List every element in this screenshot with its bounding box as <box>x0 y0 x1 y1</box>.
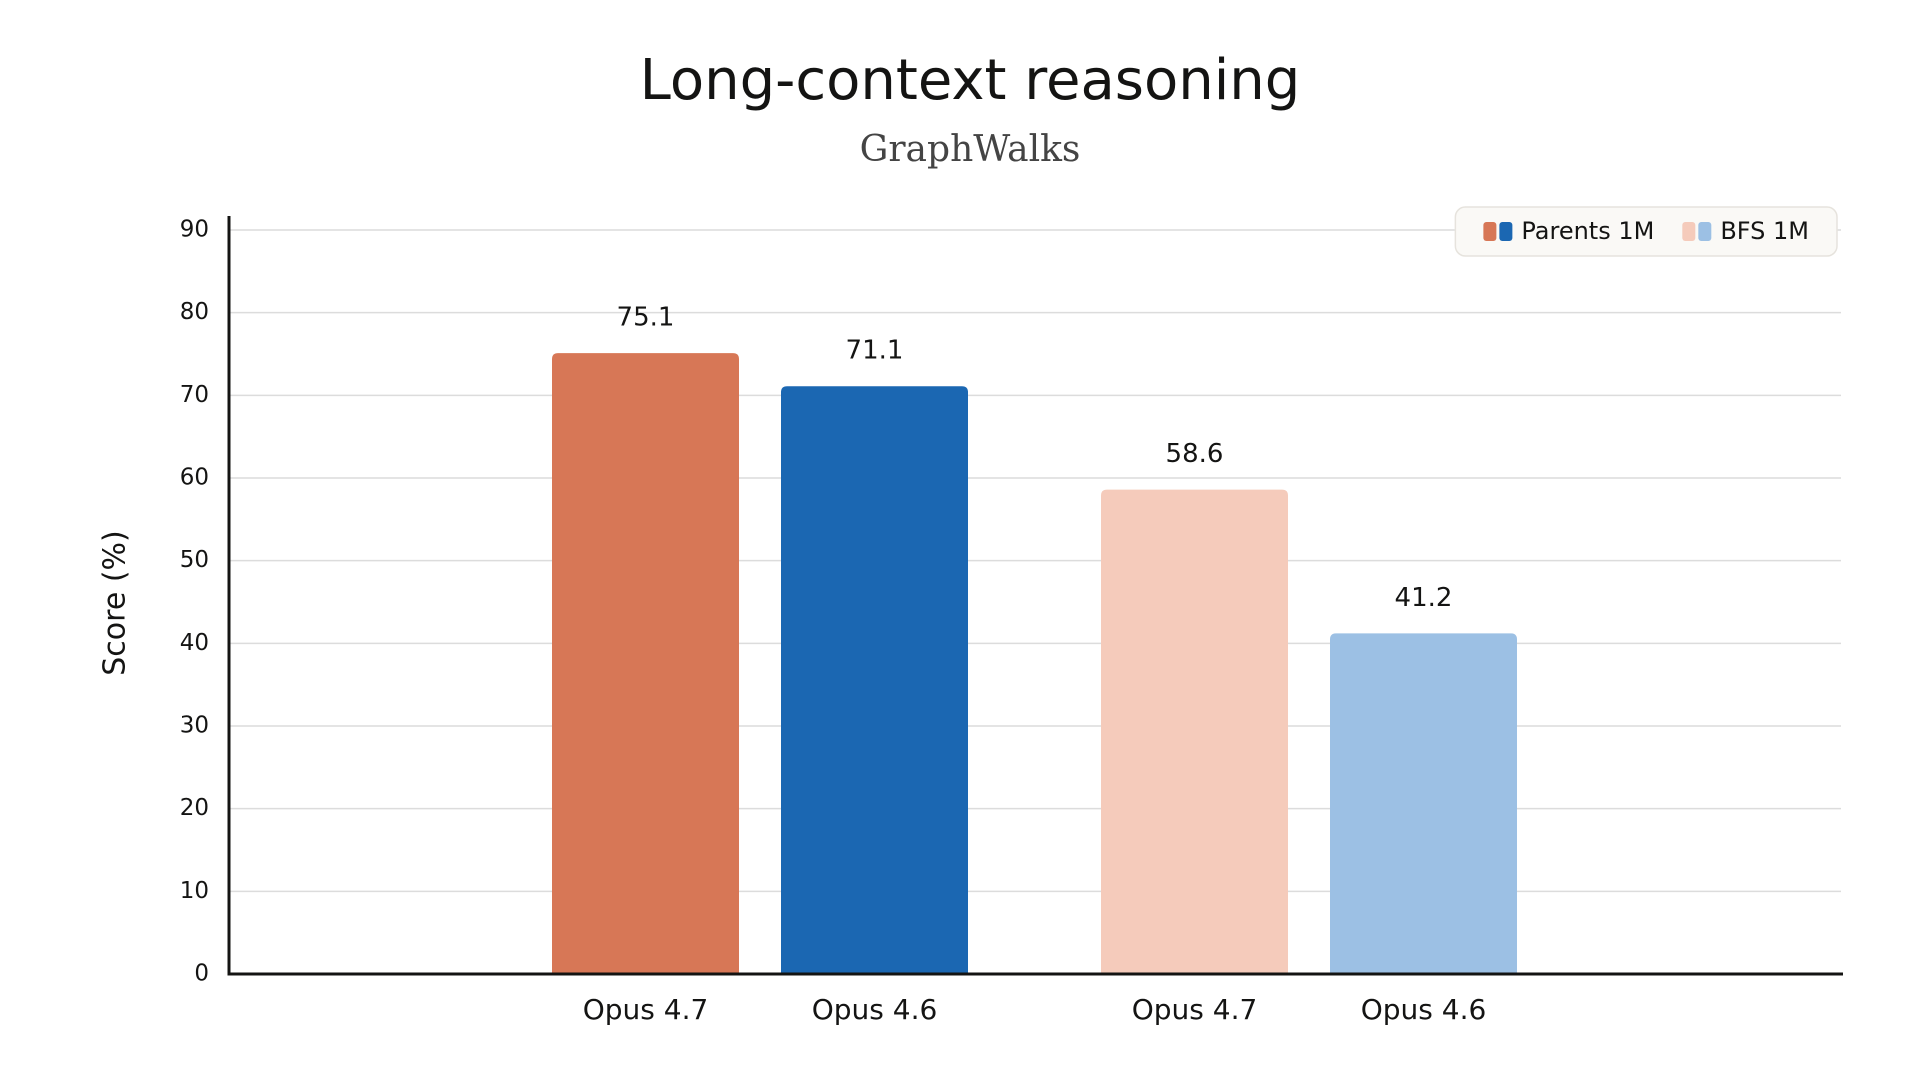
legend-swatch <box>1483 222 1497 241</box>
y-tick-label: 50 <box>180 547 209 573</box>
bar <box>781 386 968 974</box>
chart-title: Long-context reasoning <box>640 48 1301 113</box>
y-tick-label: 70 <box>180 382 209 408</box>
value-label: 75.1 <box>617 303 675 333</box>
bar <box>1101 489 1288 974</box>
legend-label: Parents 1M <box>1521 217 1654 245</box>
x-tick-label: Opus 4.6 <box>812 993 938 1026</box>
x-tick-label: Opus 4.7 <box>1132 993 1258 1026</box>
chart-subtitle: GraphWalks <box>860 129 1081 170</box>
y-tick-label: 30 <box>180 713 209 739</box>
legend-swatch <box>1499 222 1513 241</box>
legend-label: BFS 1M <box>1720 217 1809 245</box>
y-tick-label: 40 <box>180 630 209 656</box>
bar <box>552 353 739 974</box>
y-tick-label: 60 <box>180 465 209 491</box>
bar <box>1330 633 1517 974</box>
y-tick-label: 0 <box>194 961 209 987</box>
y-tick-label: 10 <box>180 878 209 904</box>
legend-swatch <box>1682 222 1696 241</box>
y-tick-label: 90 <box>180 217 209 243</box>
value-label: 58.6 <box>1166 439 1224 469</box>
y-axis-label: Score (%) <box>98 530 133 675</box>
legend-swatch <box>1698 222 1712 241</box>
x-tick-label: Opus 4.7 <box>583 993 709 1026</box>
y-tick-label: 80 <box>180 299 209 325</box>
value-label: 41.2 <box>1395 583 1453 613</box>
legend-box <box>1454 206 1838 257</box>
y-tick-label: 20 <box>180 795 209 821</box>
value-label: 71.1 <box>846 336 904 366</box>
x-tick-label: Opus 4.6 <box>1361 993 1487 1026</box>
